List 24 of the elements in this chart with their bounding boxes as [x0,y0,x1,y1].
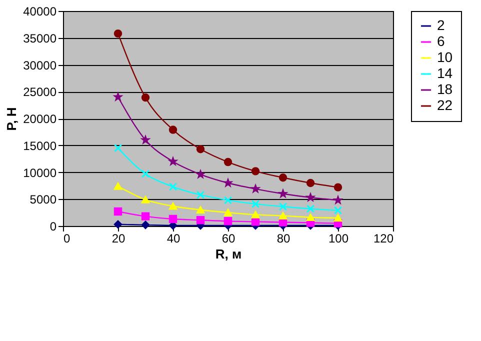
x-axis-title: R, м [215,246,242,262]
y-tick-label: 20000 [23,112,57,126]
legend-label: 6 [437,33,445,49]
x-tick-label: 60 [222,232,236,246]
x-tick-label: 20 [112,232,126,246]
y-axis-title: P, Н [4,107,20,131]
x-tick-label: 0 [64,232,70,246]
y-tick-label: 40000 [23,4,57,18]
legend-label: 14 [437,65,453,81]
y-tick-label: 0 [50,220,57,234]
legend-label: 2 [437,17,445,33]
y-tick-label: 30000 [23,58,57,72]
legend-label: 22 [437,97,453,113]
x-tick-label: 100 [328,232,349,246]
legend-label: 10 [437,49,453,65]
y-tick-label: 25000 [23,85,57,100]
x-tick-label: 40 [166,232,180,246]
legend-label: 18 [437,81,453,97]
y-tick-label: 15000 [23,138,57,153]
x-tick-label: 80 [276,232,290,246]
y-tick-label: 10000 [23,166,57,180]
y-tick-label: 35000 [23,31,57,46]
y-tick-label: 5000 [30,192,57,207]
x-tick-label: 120 [373,232,394,246]
